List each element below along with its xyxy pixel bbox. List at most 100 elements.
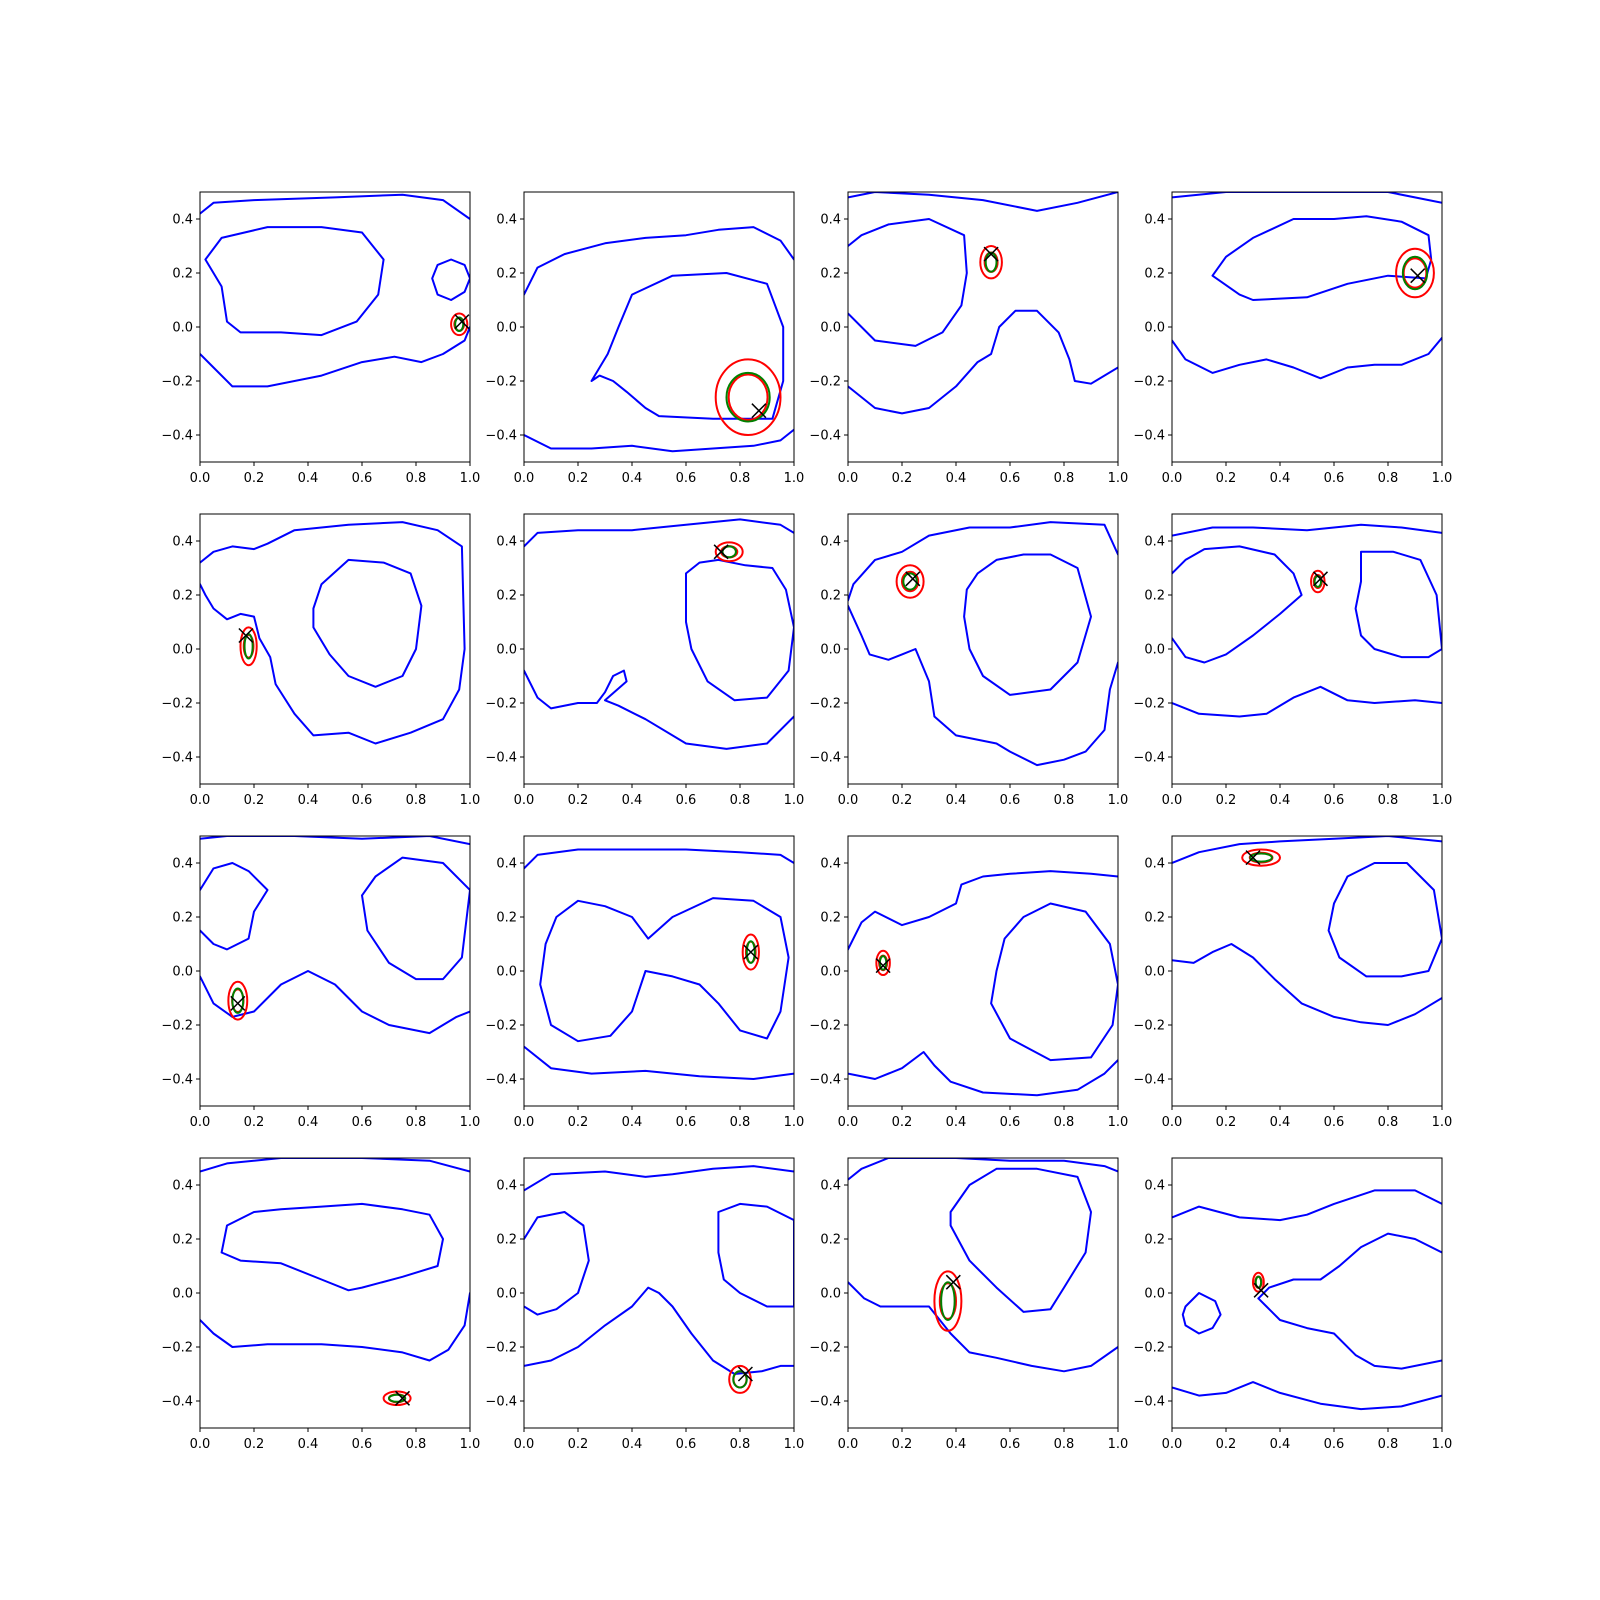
inner-density-contour (940, 1281, 956, 1321)
y-tick-label: 0.2 (172, 267, 193, 282)
y-tick-label: 0.4 (172, 535, 193, 550)
field-contour-line (200, 1292, 470, 1362)
x-tick-label: 0.4 (298, 471, 319, 486)
y-tick-label: 0.0 (172, 321, 193, 336)
field-contour-line (1172, 943, 1442, 1026)
x-tick-label: 0.0 (514, 793, 535, 808)
y-tick-label: 0.2 (172, 589, 193, 604)
y-tick-label: −0.4 (485, 751, 517, 766)
x-tick-label: 0.6 (676, 1437, 697, 1452)
outer-density-contour (239, 626, 258, 667)
y-tick-label: 0.0 (1144, 1287, 1165, 1302)
plot-area (524, 226, 794, 453)
subplot-15: 0.0 0.2 0.4 0.6 0.8 1.0 −0.4 −0.2 0.0 0.2 0.4 (809, 1157, 1129, 1452)
x-tick-label: 1.0 (1432, 1437, 1453, 1452)
y-tick-label: 0.2 (820, 589, 841, 604)
y-tick-label: −0.2 (485, 1019, 517, 1034)
x-tick-label: 0.6 (1000, 1437, 1021, 1452)
x-tick-label: 0.2 (244, 1115, 265, 1130)
subplot-1: 0.0 0.2 0.4 0.6 0.8 1.0 −0.4 −0.2 0.0 0.2 0.4 (161, 191, 481, 486)
outer-density-contour (227, 980, 249, 1021)
inner-density-contour (231, 987, 245, 1014)
x-tick-label: 1.0 (784, 1437, 805, 1452)
x-tick-label: 0.0 (190, 471, 211, 486)
y-tick-label: −0.4 (485, 1073, 517, 1088)
x-tick-label: 0.2 (892, 1437, 913, 1452)
true-position-marker (875, 958, 891, 974)
y-tick-label: −0.2 (1133, 697, 1165, 712)
y-tick-label: 0.2 (172, 911, 193, 926)
y-tick-label: 0.4 (820, 1179, 841, 1194)
y-tick-label: 0.2 (496, 267, 517, 282)
field-contour-line (963, 553, 1092, 696)
x-tick-label: 0.8 (406, 793, 427, 808)
field-contour-line (431, 258, 470, 301)
x-tick-label: 0.4 (1270, 1115, 1291, 1130)
y-tick-label: 0.2 (820, 267, 841, 282)
inner-density-contour (243, 633, 254, 660)
x-tick-label: 0.2 (1216, 793, 1237, 808)
y-tick-label: 0.4 (496, 213, 517, 228)
outer-density-contour (382, 1390, 412, 1407)
x-tick-label: 0.2 (892, 471, 913, 486)
x-tick-label: 0.4 (622, 1115, 643, 1130)
y-tick-label: 0.2 (496, 1233, 517, 1248)
y-tick-label: −0.4 (485, 1395, 517, 1410)
x-tick-label: 0.0 (190, 1437, 211, 1452)
x-tick-label: 0.0 (838, 1115, 859, 1130)
y-tick-label: 0.4 (172, 857, 193, 872)
field-contour-line (524, 1211, 590, 1316)
subplot-6: 0.0 0.2 0.4 0.6 0.8 1.0 −0.4 −0.2 0.0 0.2 0.4 (485, 513, 805, 808)
y-tick-label: −0.2 (809, 375, 841, 390)
outer-density-contour (714, 358, 782, 437)
field-contour-line (220, 1202, 444, 1292)
x-tick-label: 0.8 (1378, 471, 1399, 486)
x-tick-label: 0.2 (568, 793, 589, 808)
true-position-marker (983, 246, 999, 262)
outer-density-contour (938, 1282, 958, 1320)
x-tick-label: 0.8 (406, 1437, 427, 1452)
x-tick-label: 0.0 (190, 793, 211, 808)
x-tick-label: 0.0 (838, 471, 859, 486)
y-tick-label: 0.0 (496, 965, 517, 980)
y-tick-label: 0.0 (496, 643, 517, 658)
y-tick-label: −0.2 (485, 1341, 517, 1356)
field-contour-line (1257, 1297, 1442, 1370)
x-tick-label: 0.0 (838, 793, 859, 808)
field-contour-line (1172, 192, 1442, 204)
y-tick-label: −0.4 (809, 1073, 841, 1088)
y-tick-label: −0.2 (1133, 1019, 1165, 1034)
y-tick-label: 0.4 (496, 535, 517, 550)
x-tick-label: 1.0 (1432, 793, 1453, 808)
x-tick-label: 1.0 (1108, 1437, 1129, 1452)
x-tick-label: 1.0 (784, 793, 805, 808)
true-position-marker (737, 1366, 753, 1382)
inner-density-contour (745, 940, 756, 964)
x-tick-label: 0.4 (622, 1437, 643, 1452)
field-contour-line (1354, 550, 1442, 659)
subplot-3: 0.0 0.2 0.4 0.6 0.8 1.0 −0.4 −0.2 0.0 0.2 0.4 (809, 191, 1128, 486)
x-tick-label: 0.6 (1000, 793, 1021, 808)
field-contour-line (848, 309, 1118, 415)
x-tick-label: 0.2 (568, 1115, 589, 1130)
x-tick-label: 0.8 (1054, 793, 1075, 808)
x-tick-label: 0.4 (298, 1115, 319, 1130)
y-tick-label: 0.2 (820, 911, 841, 926)
y-tick-label: 0.0 (820, 643, 841, 658)
subplot-7: 0.0 0.2 0.4 0.6 0.8 1.0 −0.4 −0.2 0.0 0.2 0.4 (809, 513, 1128, 808)
y-tick-label: 0.2 (820, 1233, 841, 1248)
subplot-grid: 0.0 0.2 0.4 0.6 0.8 1.0−0.4−0.20.00.20.40.0 0.… (161, 191, 1453, 1452)
field-contour-line (200, 326, 470, 388)
field-contour-line (539, 897, 790, 1043)
field-contour-line (524, 428, 794, 453)
x-tick-label: 0.4 (946, 471, 967, 486)
x-tick-label: 1.0 (460, 471, 481, 486)
y-tick-label: −0.2 (1133, 375, 1165, 390)
y-tick-label: 0.0 (172, 643, 193, 658)
field-contour-line (312, 558, 423, 688)
field-contour-line (848, 192, 1118, 212)
subplot-4: 0.0 0.2 0.4 0.6 0.8 1.0 −0.4 −0.2 0.0 0.2 0.4 (1133, 191, 1452, 486)
x-tick-label: 0.0 (1162, 1115, 1183, 1130)
y-tick-label: −0.2 (161, 697, 193, 712)
